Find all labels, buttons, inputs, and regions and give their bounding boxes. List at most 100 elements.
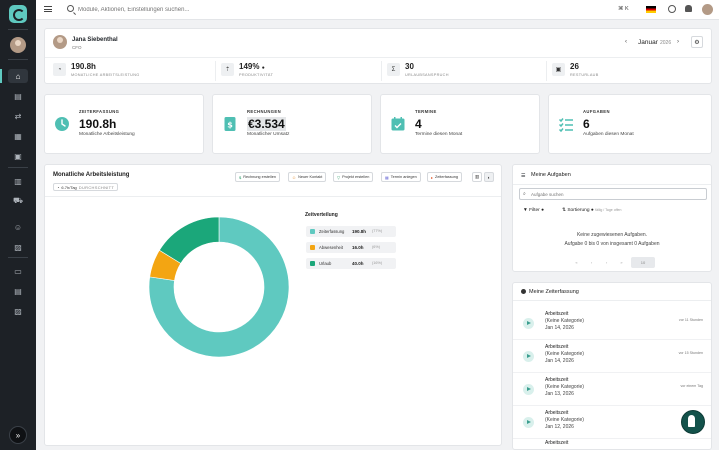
- next-page-button[interactable]: ›: [605, 259, 608, 265]
- my-tasks-card: ☰ Meine Aufgaben ⌕ ▼ Filter ● ⇅ Sortieru…: [512, 164, 712, 272]
- calendar-check-icon: [390, 116, 406, 132]
- list-icon: ☰: [521, 173, 526, 179]
- nav-invoice-icon[interactable]: ▥: [14, 176, 22, 186]
- stat-divider: [381, 61, 382, 81]
- profile-avatar: [53, 35, 67, 49]
- entry-date: Jan 13, 2026: [545, 391, 574, 397]
- trend-icon: ⇡: [221, 63, 234, 76]
- briefcase-icon: ▣: [552, 63, 565, 76]
- last-page-button[interactable]: »: [620, 259, 623, 265]
- entry-date: Jan 14, 2026: [545, 358, 574, 364]
- legend-item-time-tracking[interactable]: Zeiterfassung 190.8h (77%): [306, 226, 396, 237]
- kpi-appointments[interactable]: Termine 4 Termine diesen Monat: [380, 94, 540, 154]
- kpi-label: Termine: [415, 109, 437, 114]
- entry-title: Arbeitszeit: [545, 440, 569, 446]
- german-flag-icon[interactable]: [646, 6, 656, 13]
- nav-calendar-icon[interactable]: ▦: [14, 131, 22, 141]
- task-search-box[interactable]: ⌕: [519, 188, 707, 200]
- card-divider: [513, 184, 711, 185]
- month-label[interactable]: Januar: [638, 39, 658, 46]
- user-avatar[interactable]: [702, 4, 713, 15]
- card-divider: [45, 196, 501, 197]
- create-invoice-button[interactable]: $ Rechnung erstellen: [235, 172, 280, 182]
- profile-name: Jana Siebenthal: [72, 37, 118, 43]
- stat-divider: [546, 61, 547, 81]
- average-value: 6.7h/Tag: [61, 184, 77, 190]
- nav-briefcase-icon[interactable]: ▣: [14, 151, 22, 161]
- donut-slice-zeiterfassung[interactable]: [149, 217, 289, 357]
- palette-icon[interactable]: [668, 5, 676, 13]
- stat-label: Produktivität: [239, 73, 274, 77]
- average-badge: ◔ 6.7h/Tag DURCHSCHNITT: [53, 183, 119, 191]
- play-icon[interactable]: [523, 384, 534, 395]
- legend-percent: (6%): [372, 245, 381, 249]
- nav-package-icon[interactable]: ▨: [14, 306, 22, 316]
- stat-label: Resturlaub: [570, 73, 599, 77]
- prev-page-button[interactable]: ‹: [590, 259, 593, 265]
- play-icon[interactable]: [523, 417, 534, 428]
- nav-users-icon[interactable]: ☺: [13, 222, 23, 232]
- clock-icon: ◔: [53, 63, 66, 76]
- legend-percent: (77%): [372, 229, 383, 233]
- card-title: Meine Zeiterfassung: [529, 289, 579, 295]
- nav-gift-icon[interactable]: ▨: [14, 242, 22, 252]
- checklist-icon: [558, 116, 574, 132]
- prev-month-icon[interactable]: ‹: [625, 39, 627, 45]
- info-icon[interactable]: ●: [261, 65, 265, 71]
- legend-item-vacation[interactable]: Urlaub 40.0h (16%): [306, 258, 396, 269]
- gear-icon[interactable]: ⚙: [691, 36, 703, 48]
- donut-slice-urlaub[interactable]: [159, 217, 220, 264]
- average-label: DURCHSCHNITT: [78, 184, 115, 190]
- nav-documents-icon[interactable]: ▤: [14, 91, 22, 101]
- create-appointment-button[interactable]: ▦ Termin anlegen: [381, 172, 421, 182]
- time-entry[interactable]: Arbeitszeit (Keine Kategorie) Jan 14, 20…: [513, 343, 711, 375]
- filter-button[interactable]: ▼ Filter ●: [523, 208, 545, 213]
- sort-button[interactable]: ⇅ Sortierung ● fällig / Tage offen: [562, 208, 622, 213]
- sidebar-avatar[interactable]: [10, 37, 26, 53]
- legend-name: Urlaub: [319, 261, 332, 266]
- play-icon[interactable]: [523, 351, 534, 362]
- kpi-time-tracking[interactable]: Zeiterfassung 190.8h Monatliche Arbeitsl…: [44, 94, 204, 154]
- legend-swatch: [310, 245, 315, 250]
- nav-cart-icon[interactable]: ⛟: [12, 196, 24, 205]
- sidebar-expand-icon[interactable]: »: [9, 426, 27, 444]
- time-entry[interactable]: Arbeitszeit (Keine Kategorie) Jan 12, 20…: [513, 409, 711, 441]
- bar-chart-view-icon[interactable]: ▥: [472, 172, 482, 182]
- sidebar-divider: [8, 167, 28, 168]
- pie-chart-view-icon[interactable]: ◐: [484, 172, 494, 182]
- nav-wallet-icon[interactable]: ▭: [14, 266, 22, 276]
- sort-tag: fällig / Tage offen: [595, 208, 622, 212]
- nav-home-icon[interactable]: ⌂: [0, 69, 28, 83]
- assistant-fab-icon[interactable]: [681, 410, 705, 434]
- nav-bank-icon[interactable]: ▤: [14, 286, 22, 296]
- first-page-button[interactable]: «: [575, 259, 578, 265]
- kpi-invoices[interactable]: $ Rechnungen €3.534 Monatlicher Umsatz: [212, 94, 372, 154]
- nav-workflow-icon[interactable]: ⇄: [14, 111, 22, 121]
- time-entry[interactable]: Arbeitszeit: [513, 439, 711, 449]
- new-contact-button[interactable]: ☺ Neuer Kontakt: [288, 172, 327, 182]
- kpi-label: Rechnungen: [247, 109, 282, 114]
- task-search-input[interactable]: [531, 190, 701, 199]
- page-size-select[interactable]: 10: [631, 256, 655, 268]
- entry-category: (Keine Kategorie): [545, 417, 584, 423]
- app-logo-icon[interactable]: [9, 5, 27, 23]
- kpi-tasks[interactable]: Aufgaben 6 Aufgaben diesen Monat: [548, 94, 712, 154]
- invoice-icon: $: [239, 174, 242, 180]
- create-project-button[interactable]: ▽ Projekt erstellen: [333, 172, 374, 182]
- play-icon[interactable]: [523, 318, 534, 329]
- entry-category: (Keine Kategorie): [545, 384, 584, 390]
- stat-work-hours: ◔ 190.8h Monatliche Arbeitsleistung: [53, 61, 213, 81]
- legend-value: 40.0h: [352, 260, 364, 266]
- time-entry[interactable]: Arbeitszeit (Keine Kategorie) Jan 14, 20…: [513, 310, 711, 342]
- menu-icon[interactable]: [44, 6, 52, 12]
- kpi-value: €3.534: [247, 117, 286, 131]
- global-search-input[interactable]: [78, 4, 478, 16]
- legend-item-absence[interactable]: Abwesenheit 16.0h (6%): [306, 242, 396, 253]
- stat-value: 26: [570, 62, 579, 71]
- time-entry[interactable]: Arbeitszeit (Keine Kategorie) Jan 13, 20…: [513, 376, 711, 408]
- next-month-icon[interactable]: ›: [677, 39, 679, 45]
- time-tracking-button[interactable]: ▸ Zeiterfassung: [427, 172, 463, 182]
- sidebar-divider: [8, 29, 28, 30]
- bell-icon[interactable]: [685, 5, 692, 12]
- clock-icon: ◔: [57, 184, 60, 190]
